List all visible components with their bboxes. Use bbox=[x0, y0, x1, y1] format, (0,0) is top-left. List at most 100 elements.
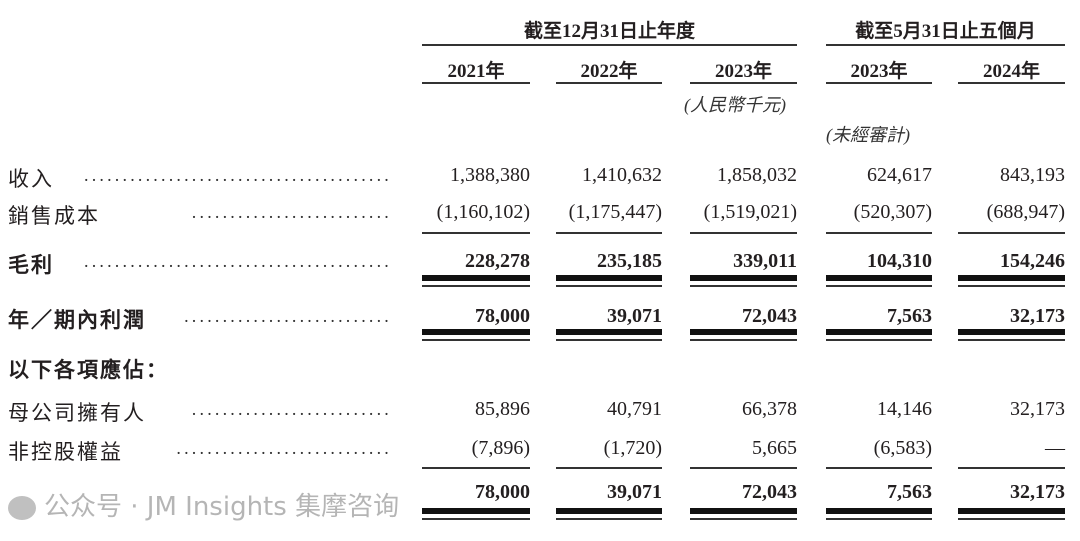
cell-value: 78,000 bbox=[475, 481, 530, 503]
year-header: 2024年 bbox=[982, 61, 1040, 82]
total-double-rule bbox=[422, 508, 530, 514]
cell-value: 72,043 bbox=[742, 305, 797, 327]
cell-value: (7,896) bbox=[471, 437, 530, 459]
unaudited-note: (未經審計) bbox=[826, 125, 910, 145]
total-double-rule bbox=[690, 508, 797, 514]
cell-value: 5,665 bbox=[752, 437, 797, 459]
cell-value: 7,563 bbox=[887, 481, 932, 503]
subtotal-rule bbox=[826, 232, 932, 234]
year-underline bbox=[422, 82, 530, 84]
total-double-rule bbox=[422, 329, 530, 335]
total-double-rule bbox=[958, 508, 1065, 514]
subtotal-rule bbox=[958, 467, 1065, 469]
year-header: 2021年 bbox=[447, 61, 505, 82]
total-double-rule bbox=[422, 275, 530, 281]
cell-value: 39,071 bbox=[607, 305, 662, 327]
cell-value: (6,583) bbox=[873, 437, 932, 459]
cell-value: 235,185 bbox=[597, 250, 662, 272]
cell-value: 40,791 bbox=[607, 398, 662, 420]
leader-dots: ........................................… bbox=[182, 306, 392, 326]
cell-value: 39,071 bbox=[607, 481, 662, 503]
total-double-rule bbox=[826, 275, 932, 281]
cell-value: 85,896 bbox=[475, 398, 530, 420]
watermark: 公众号 · JM Insights 集摩咨询 bbox=[8, 486, 399, 523]
subtotal-rule bbox=[556, 232, 662, 234]
total-double-rule bbox=[690, 329, 797, 335]
cell-value: 32,173 bbox=[1010, 398, 1065, 420]
cell-value: (688,947) bbox=[986, 201, 1065, 223]
cell-value: 32,173 bbox=[1010, 305, 1065, 327]
wechat-icon bbox=[8, 495, 36, 520]
total-double-rule bbox=[422, 339, 530, 341]
year-header: 2023年 bbox=[714, 61, 772, 82]
total-double-rule bbox=[690, 285, 797, 287]
row-label: 母公司擁有人 bbox=[8, 401, 146, 425]
unit-note: (人民幣千元) bbox=[684, 95, 786, 115]
year-underline bbox=[826, 82, 932, 84]
total-double-rule bbox=[556, 285, 662, 287]
cell-value: (1,720) bbox=[603, 437, 662, 459]
cell-value: — bbox=[1045, 437, 1065, 459]
year-underline bbox=[690, 82, 797, 84]
cell-value: 72,043 bbox=[742, 481, 797, 503]
total-double-rule bbox=[690, 339, 797, 341]
total-double-rule bbox=[556, 329, 662, 335]
total-double-rule bbox=[958, 285, 1065, 287]
total-double-rule bbox=[826, 285, 932, 287]
total-double-rule bbox=[690, 518, 797, 520]
subtotal-rule bbox=[690, 232, 797, 234]
cell-value: 1,858,032 bbox=[717, 164, 797, 186]
cell-value: (1,175,447) bbox=[568, 201, 662, 223]
row-label: 收入 bbox=[8, 167, 54, 191]
total-double-rule bbox=[556, 508, 662, 514]
total-double-rule bbox=[556, 518, 662, 520]
leader-dots: ........................................… bbox=[82, 251, 392, 271]
cell-value: 154,246 bbox=[1000, 250, 1065, 272]
total-double-rule bbox=[826, 339, 932, 341]
year-underline bbox=[556, 82, 662, 84]
leader-dots: ........................................… bbox=[192, 399, 392, 419]
cell-value: (520,307) bbox=[853, 201, 932, 223]
total-double-rule bbox=[690, 275, 797, 281]
row-label: 以下各項應佔： bbox=[8, 358, 169, 382]
cell-value: 32,173 bbox=[1010, 481, 1065, 503]
row-label: 毛利 bbox=[8, 253, 54, 277]
header-annual-group: 截至12月31日止年度 bbox=[523, 21, 695, 42]
year-header: 2023年 bbox=[850, 61, 908, 82]
cell-value: (1,519,021) bbox=[703, 201, 797, 223]
total-double-rule bbox=[422, 518, 530, 520]
subtotal-rule bbox=[422, 467, 530, 469]
year-header: 2022年 bbox=[580, 61, 638, 82]
row-label: 銷售成本 bbox=[8, 204, 100, 228]
leader-dots: ........................................… bbox=[82, 165, 392, 185]
year-underline bbox=[958, 82, 1065, 84]
row-label: 非控股權益 bbox=[8, 440, 123, 464]
cell-value: 104,310 bbox=[867, 250, 932, 272]
total-double-rule bbox=[958, 518, 1065, 520]
total-double-rule bbox=[422, 285, 530, 287]
cell-value: 78,000 bbox=[475, 305, 530, 327]
total-double-rule bbox=[826, 518, 932, 520]
cell-value: 1,410,632 bbox=[582, 164, 662, 186]
cell-value: 1,388,380 bbox=[450, 164, 530, 186]
header-divider bbox=[826, 44, 1065, 46]
leader-dots: ........................................… bbox=[172, 438, 392, 458]
cell-value: 7,563 bbox=[887, 305, 932, 327]
cell-value: 339,011 bbox=[733, 250, 797, 272]
watermark-text: 公众号 · JM Insights 集摩咨询 bbox=[44, 492, 400, 522]
total-double-rule bbox=[958, 275, 1065, 281]
total-double-rule bbox=[826, 508, 932, 514]
header-divider bbox=[422, 44, 797, 46]
total-double-rule bbox=[556, 275, 662, 281]
subtotal-rule bbox=[556, 467, 662, 469]
cell-value: 14,146 bbox=[877, 398, 932, 420]
total-double-rule bbox=[826, 329, 932, 335]
cell-value: 843,193 bbox=[1000, 164, 1065, 186]
total-double-rule bbox=[556, 339, 662, 341]
total-double-rule bbox=[958, 329, 1065, 335]
cell-value: (1,160,102) bbox=[436, 201, 530, 223]
subtotal-rule bbox=[958, 232, 1065, 234]
leader-dots: ........................................… bbox=[192, 202, 392, 222]
header-period-group: 截至5月31日止五個月 bbox=[855, 21, 1036, 42]
subtotal-rule bbox=[422, 232, 530, 234]
